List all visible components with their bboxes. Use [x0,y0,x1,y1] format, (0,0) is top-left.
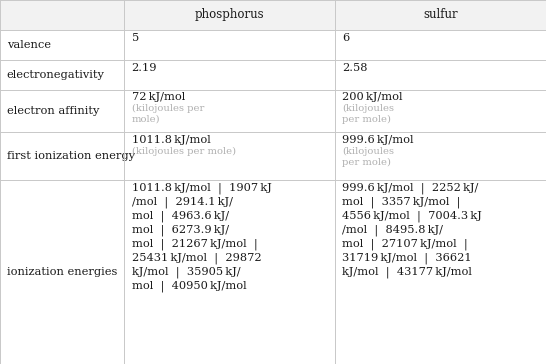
Text: (kilojoules per
mole): (kilojoules per mole) [132,104,204,124]
Text: 6: 6 [342,33,349,43]
Bar [0,30,124,60]
Text: (kilojoules
per mole): (kilojoules per mole) [342,147,394,167]
Bar [0,60,124,90]
Text: 999.6 kJ/mol  |  2252 kJ/
mol  |  3357 kJ/mol  |
4556 kJ/mol  |  7004.3 kJ
/mol : 999.6 kJ/mol | 2252 kJ/ mol | 3357 kJ/mo… [342,183,482,278]
Bar [335,30,546,60]
Bar [335,0,546,30]
Bar [0,132,124,180]
Text: 72 kJ/mol: 72 kJ/mol [132,92,185,102]
Bar [124,30,335,60]
Bar [124,132,335,180]
Text: 5: 5 [132,33,139,43]
Bar [124,0,335,30]
Bar [124,60,335,90]
Text: electron affinity: electron affinity [7,106,99,116]
Bar [124,90,335,132]
Text: 200 kJ/mol: 200 kJ/mol [342,92,403,102]
Bar [124,180,335,364]
Bar [335,60,546,90]
Bar [335,90,546,132]
Text: 999.6 kJ/mol: 999.6 kJ/mol [342,135,414,145]
Text: (kilojoules per mole): (kilojoules per mole) [132,147,236,156]
Text: 2.58: 2.58 [342,63,368,72]
Text: phosphorus: phosphorus [195,8,265,21]
Text: 1011.8 kJ/mol: 1011.8 kJ/mol [132,135,210,145]
Text: (kilojoules
per mole): (kilojoules per mole) [342,104,394,124]
Bar [0,180,124,364]
Text: first ionization energy: first ionization energy [7,151,134,161]
Bar [0,90,124,132]
Bar [0,0,124,30]
Text: ionization energies: ionization energies [7,267,117,277]
Text: 2.19: 2.19 [132,63,157,72]
Text: electronegativity: electronegativity [7,70,104,80]
Text: valence: valence [7,40,51,50]
Bar [335,180,546,364]
Text: sulfur: sulfur [423,8,458,21]
Bar [335,132,546,180]
Text: 1011.8 kJ/mol  |  1907 kJ
/mol  |  2914.1 kJ/
mol  |  4963.6 kJ/
mol  |  6273.9 : 1011.8 kJ/mol | 1907 kJ /mol | 2914.1 kJ… [132,183,271,292]
